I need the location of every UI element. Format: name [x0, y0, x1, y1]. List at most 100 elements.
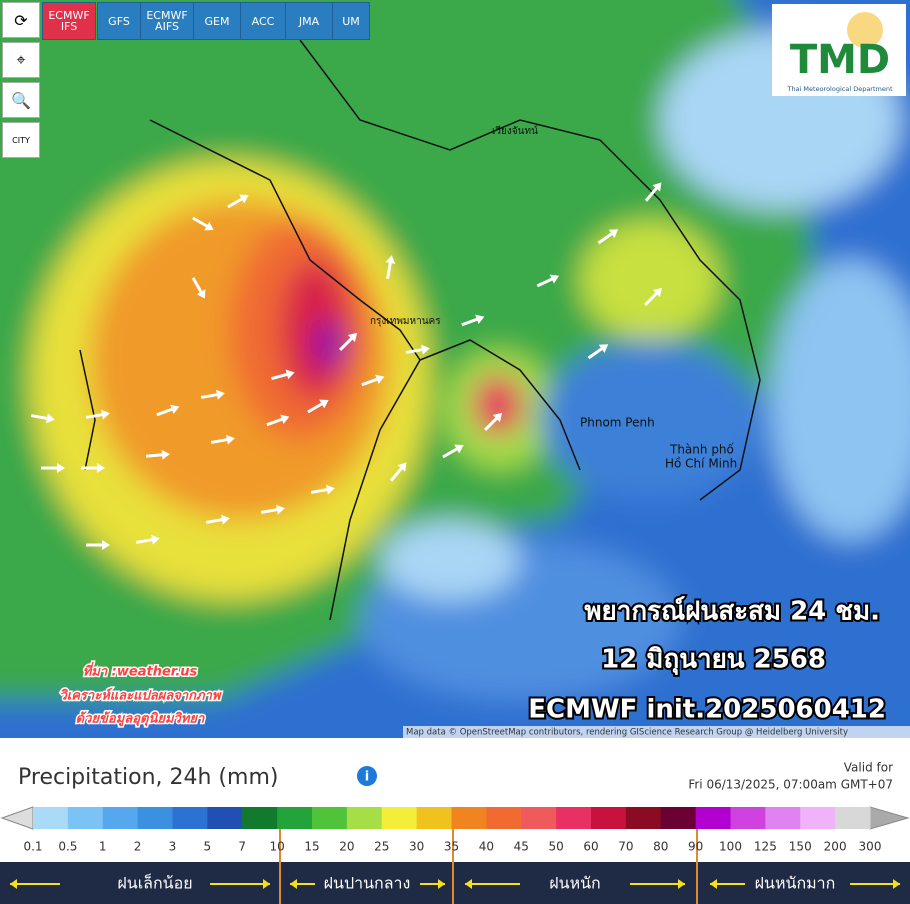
arrow-head [608, 229, 619, 238]
wind-arrow [644, 287, 663, 306]
color-swatch [381, 807, 418, 829]
place-label: Hồ Chí Minh [665, 457, 737, 471]
scale-label: 15 [304, 840, 319, 854]
arrow-head [46, 413, 55, 424]
logo-title: TMD [790, 37, 890, 83]
arrow-shaft [156, 407, 175, 417]
arrow-head [280, 414, 290, 425]
arrow-head [102, 540, 110, 550]
arrow-shaft [307, 401, 325, 414]
wind-arrow [644, 182, 662, 202]
range-arrow-head [678, 879, 685, 889]
wind-arrow [266, 414, 290, 427]
attribution: Map data © OpenStreetMap contributors, r… [406, 728, 848, 738]
color-swatch [695, 807, 731, 829]
wind-arrow [461, 314, 485, 327]
rain-category: ฝนเล็กน้อย [117, 873, 192, 893]
model-button[interactable]: UM [332, 2, 370, 40]
wind-arrow [41, 463, 65, 473]
wind-arrow [260, 504, 285, 515]
color-swatch [137, 807, 173, 829]
color-swatch [416, 807, 452, 829]
location-button[interactable]: ⌖ [2, 42, 40, 78]
arrow-shaft [310, 487, 330, 494]
arrow-head [226, 434, 235, 445]
arrow-head [475, 314, 485, 325]
scale-label: 35 [444, 840, 459, 854]
model-button[interactable]: ECMWF IFS [42, 2, 96, 40]
arrow-shaft [271, 372, 290, 381]
arrow-head [101, 409, 110, 420]
range-arrow-head [893, 879, 900, 889]
info-icon[interactable] [357, 766, 377, 786]
source: ด้วยข้อมูลอุตุนิยมวิทยา [76, 711, 205, 727]
range-arrow-head [710, 879, 717, 889]
wind-arrow [205, 514, 230, 525]
scale-label: 30 [409, 840, 424, 854]
color-swatch [102, 807, 139, 829]
arrow-head [326, 484, 335, 495]
wind-arrow [227, 194, 249, 209]
model-button[interactable]: GFS [97, 2, 141, 40]
city-button[interactable]: CITY [2, 122, 40, 158]
wind-arrow [210, 434, 235, 445]
wind-arrow [339, 332, 358, 351]
scale-label: 150 [789, 840, 812, 854]
map: Phnom Penh Thành phố Hồ Chí Minh กรุงเทพ… [0, 0, 910, 738]
scale-label: 60 [583, 840, 598, 854]
place-label: Thành phố [669, 443, 735, 457]
color-swatch [730, 807, 766, 829]
arrow-shaft [135, 537, 155, 544]
arrow-head [161, 449, 170, 460]
range-arrow-head [290, 879, 297, 889]
scale-label: 50 [548, 840, 563, 854]
arrow-head [204, 221, 214, 231]
model-button[interactable]: GEM [193, 2, 241, 40]
place-label: เวียงจันทน์ [492, 125, 538, 137]
arrow-shaft [361, 377, 380, 387]
valid-time: Fri 06/13/2025, 07:00am GMT+07 [688, 778, 893, 792]
logo-box [772, 4, 906, 96]
arrow-shaft [386, 260, 393, 280]
model-button[interactable]: ECMWF AIFS [140, 2, 194, 40]
arrow-head [57, 463, 65, 473]
arrow-shaft [266, 417, 285, 427]
range-arrow-head [10, 879, 17, 889]
color-swatch [486, 807, 522, 829]
wind-arrow [536, 274, 560, 288]
scale-label: 7 [238, 840, 246, 854]
color-swatch [312, 807, 348, 829]
borders [79, 39, 761, 621]
wind-arrow [361, 374, 385, 387]
refresh-button[interactable]: ⟳ [2, 2, 40, 38]
arrow-head [221, 514, 230, 525]
wind-arrow [85, 409, 110, 420]
arrow-shaft [389, 465, 404, 482]
scale-label: 125 [754, 840, 777, 854]
wind-arrows [30, 182, 663, 550]
logo-subtitle: Thai Meteorological Department [786, 85, 893, 93]
arrow-shaft [536, 276, 555, 288]
color-swatch [33, 807, 69, 829]
color-swatch [660, 807, 697, 829]
wind-arrow [310, 484, 335, 495]
zoom-button[interactable]: 🔍 [2, 82, 40, 118]
arrow-head [170, 404, 180, 415]
wind-arrow [156, 404, 180, 417]
model-button[interactable]: JMA [285, 2, 333, 40]
wind-arrow [191, 277, 206, 299]
arrow-head [549, 274, 560, 284]
wind-arrow [135, 534, 160, 545]
arrow-head [652, 182, 662, 192]
scale-label: 90 [688, 840, 703, 854]
place-label: Phnom Penh [580, 416, 655, 430]
scale-label: 40 [479, 840, 494, 854]
wind-arrow [307, 399, 329, 414]
scale-label: 5 [204, 840, 212, 854]
arrow-shaft [442, 446, 460, 459]
model-button[interactable]: ACC [240, 2, 286, 40]
valid-label: Valid for [844, 761, 893, 775]
arrow-shaft [191, 277, 204, 295]
scale-label: 0.1 [23, 840, 42, 854]
scale-label: 300 [859, 840, 882, 854]
